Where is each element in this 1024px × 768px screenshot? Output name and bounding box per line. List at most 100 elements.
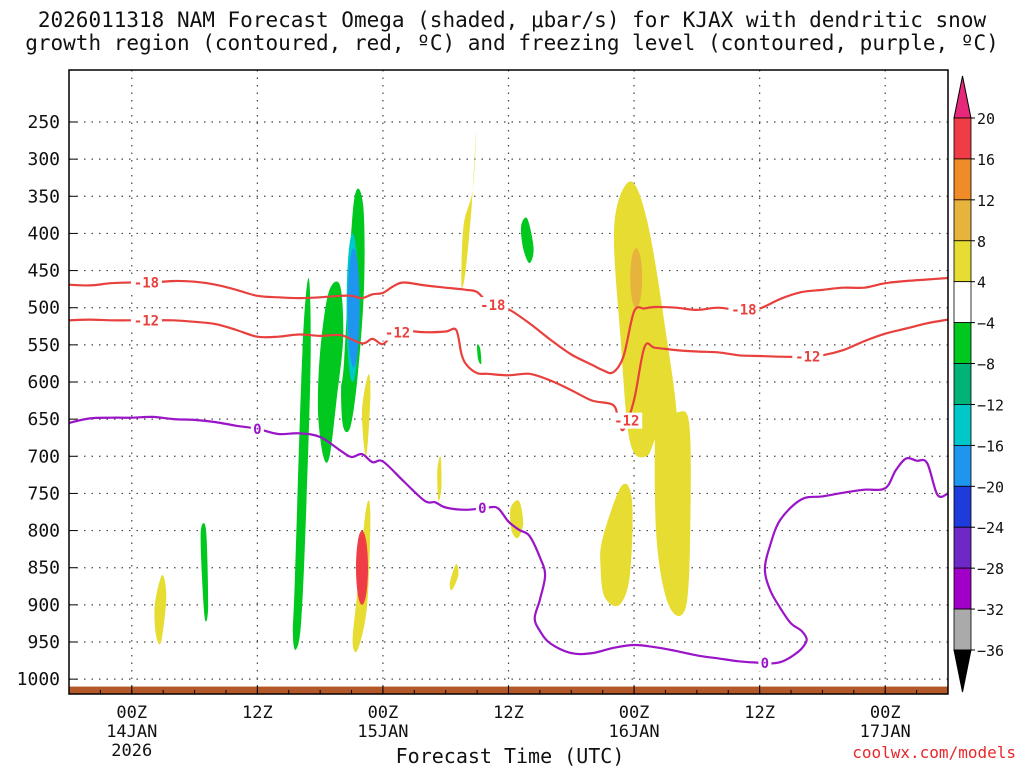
y-tick-label: 600 (27, 372, 60, 393)
colorbar-label: −24 (977, 519, 1004, 537)
omega-region-negative (200, 523, 209, 622)
colorbar-bin (953, 240, 972, 283)
colorbar-bin (953, 608, 972, 651)
colorbar-under-triangle (953, 649, 972, 693)
contour-label: -12 (134, 313, 159, 329)
contour-label: -18 (731, 303, 756, 319)
omega-region-positive (613, 181, 678, 458)
contour-label-bg (792, 348, 824, 365)
colorbar-bin (953, 444, 972, 487)
omega-region-positive (461, 129, 477, 289)
contour-label: -12 (795, 349, 820, 365)
x-tick-label: 16JAN (608, 722, 659, 742)
x-tick-label: 2026 (111, 741, 152, 761)
colorbar-bin (953, 485, 972, 528)
colorbar-label: 8 (977, 233, 986, 251)
colorbar-label: −32 (977, 601, 1004, 619)
omega-region-positive (600, 483, 633, 607)
y-tick-label: 450 (27, 261, 60, 282)
contour-label-bg (611, 412, 643, 429)
y-tick-label: 250 (27, 112, 60, 133)
contour-label-bg (758, 655, 772, 672)
y-tick-label: 300 (27, 149, 60, 170)
y-tick-label: 400 (27, 223, 60, 244)
colorbar-label: 4 (977, 274, 986, 292)
colorbar-bin (953, 199, 972, 242)
omega-region-negative (317, 281, 344, 463)
omega-region-negative (477, 344, 482, 365)
plot-area (69, 70, 948, 694)
contour-label-bg (382, 324, 414, 341)
contour-line (69, 318, 948, 432)
contour-label: -12 (385, 326, 410, 342)
colorbar-label: −8 (977, 356, 995, 374)
credit-text: coolwx.com/models (852, 743, 1016, 762)
colorbar-bin (953, 322, 972, 364)
colorbar-label: −12 (977, 396, 1004, 414)
omega-region-positive (449, 563, 459, 591)
colorbar-label: −4 (977, 315, 995, 333)
omega-region-positive (437, 455, 442, 502)
contour-label-bg (475, 500, 489, 517)
x-tick-label: 00Z (619, 703, 650, 723)
omega-region-negative (292, 278, 311, 651)
contour-label: 0 (761, 656, 769, 672)
y-tick-label: 650 (27, 409, 60, 430)
y-tick-label: 350 (27, 186, 60, 207)
contour-label-bg (477, 297, 509, 314)
omega-core (347, 248, 360, 368)
colorbar-label: −28 (977, 560, 1004, 578)
contour-line (69, 415, 948, 665)
colorbar-bin (953, 117, 972, 160)
temperature-contours: -18 -18 -18 -12 -12 -12 -12 0 0 0 (69, 274, 948, 672)
y-tick-label: 1000 (17, 669, 60, 690)
contour-label: 0 (253, 422, 261, 438)
y-tick-label: 950 (27, 632, 60, 653)
contour-label: 0 (478, 501, 486, 517)
colorbar-bin (953, 567, 972, 610)
colorbar-label: 16 (977, 151, 995, 169)
omega-region-negative (520, 217, 534, 264)
y-tick-label: 550 (27, 335, 60, 356)
contour-label-bg (130, 274, 162, 291)
omega-shading (154, 129, 691, 653)
omega-region-positive (154, 575, 167, 645)
colorbar-bin (953, 404, 972, 446)
omega-core (356, 530, 368, 605)
colorbar-label: 12 (977, 192, 995, 210)
x-tick-label: 00Z (116, 703, 147, 723)
colorbar: 20 16 12 8 4 −4 −8 −12 −16 −20 −24 −28 −32 −36 (953, 75, 1004, 693)
x-axis-label: Forecast Time (UTC) (396, 744, 625, 768)
x-tick-label: 12Z (242, 703, 273, 723)
y-tick-label: 900 (27, 595, 60, 616)
y-tick-label: 700 (27, 446, 60, 467)
omega-region-positive (510, 500, 524, 539)
colorbar-bin (953, 363, 972, 405)
colorbar-label: 20 (977, 110, 995, 128)
colorbar-bin (953, 158, 972, 201)
contour-label-bg (130, 312, 162, 329)
contour-label: -12 (614, 414, 639, 430)
colorbar-label: −16 (977, 437, 1004, 455)
y-tick-label: 850 (27, 558, 60, 579)
chart-title-line1: 2026011318 NAM Forecast Omega (shaded, μ… (37, 8, 987, 32)
contour-label: -18 (480, 298, 505, 314)
x-tick-label: 17JAN (860, 722, 911, 742)
y-axis-ticks: 250 300 350 400 450 500 550 600 650 700 750 800 850 9… (17, 112, 77, 690)
omega-region-positive (361, 374, 371, 457)
omega-region-positive (654, 390, 691, 617)
colorbar-bin (953, 281, 972, 324)
x-tick-label: 14JAN (106, 722, 157, 742)
y-tick-label: 500 (27, 298, 60, 319)
y-tick-label: 800 (27, 521, 60, 542)
contour-label-bg (250, 420, 264, 437)
omega-core (630, 248, 643, 308)
x-tick-label: 00Z (870, 703, 901, 723)
colorbar-label: −20 (977, 478, 1004, 496)
colorbar-bin (953, 526, 972, 569)
colorbar-label: −36 (977, 642, 1004, 660)
x-tick-label: 15JAN (357, 722, 408, 742)
x-tick-label: 12Z (744, 703, 775, 723)
